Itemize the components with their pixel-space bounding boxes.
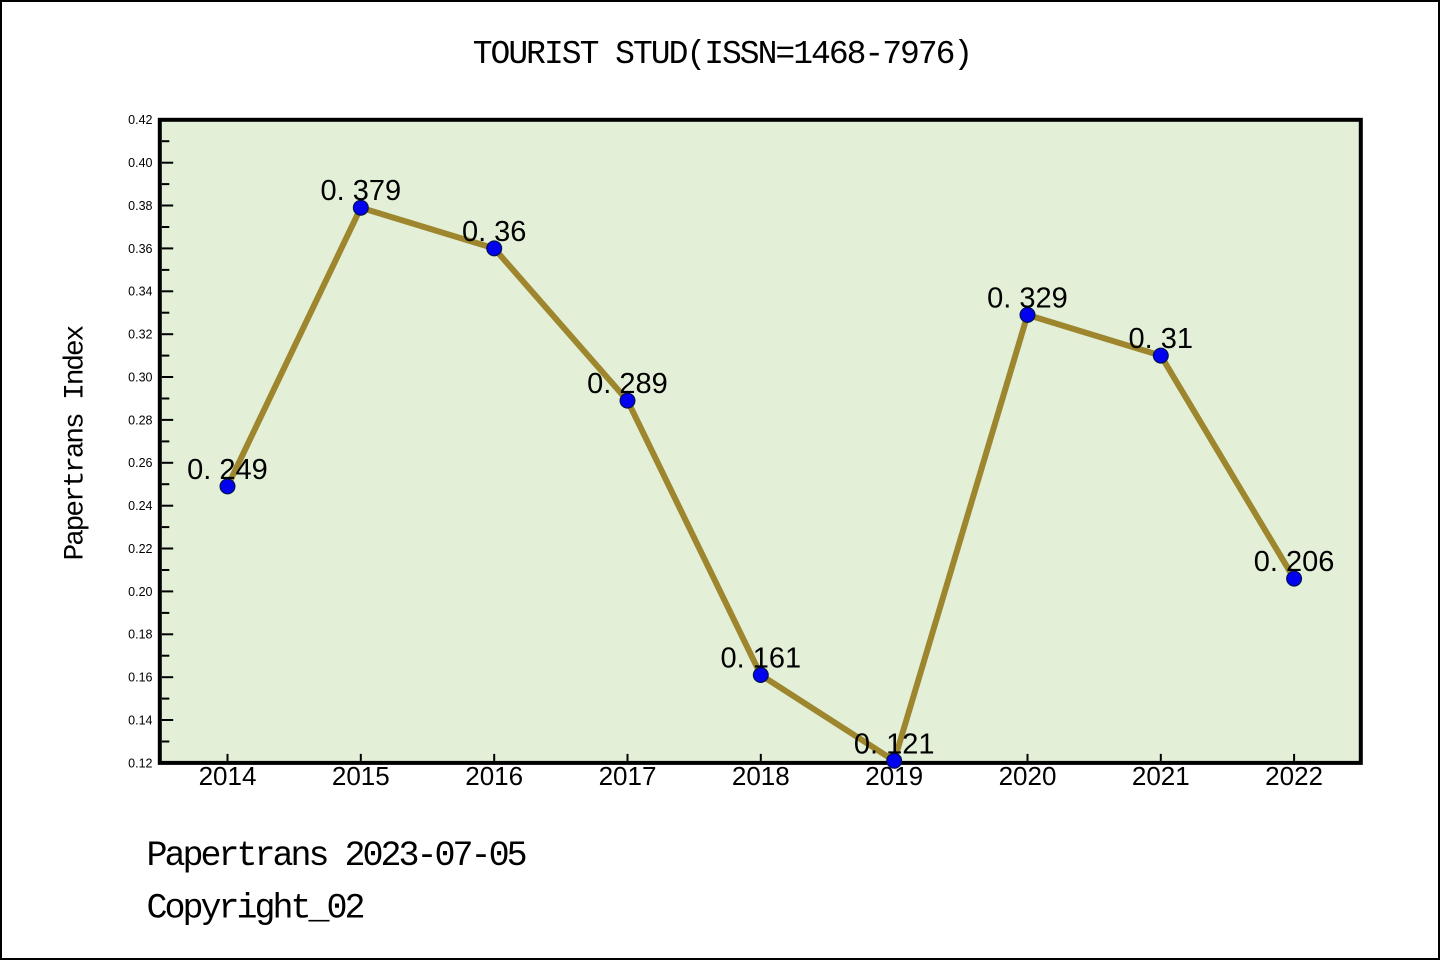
svg-text:0. 161: 0. 161 [720,643,801,675]
svg-text:0. 329: 0. 329 [987,282,1068,314]
svg-text:2016: 2016 [465,761,523,791]
svg-text:0.22: 0.22 [128,542,152,556]
svg-text:0.24: 0.24 [128,499,152,513]
svg-text:0.16: 0.16 [128,671,152,685]
svg-text:0. 289: 0. 289 [587,368,668,400]
svg-text:0.20: 0.20 [128,585,152,599]
svg-text:0.18: 0.18 [128,628,152,642]
svg-text:2015: 2015 [332,761,390,791]
svg-text:TOURIST STUD(ISSN=1468-7976): TOURIST STUD(ISSN=1468-7976) [473,36,972,73]
svg-text:0. 249: 0. 249 [187,454,268,486]
svg-text:0. 31: 0. 31 [1129,323,1194,355]
svg-text:0. 121: 0. 121 [854,728,935,760]
svg-text:2017: 2017 [599,761,657,791]
svg-text:Papertrans Index: Papertrans Index [61,325,92,560]
svg-text:0.42: 0.42 [128,113,152,127]
svg-text:0.38: 0.38 [128,199,152,213]
svg-text:0.34: 0.34 [128,285,152,299]
svg-text:0.14: 0.14 [128,713,152,727]
svg-text:0.36: 0.36 [128,242,152,256]
svg-text:0.40: 0.40 [128,156,152,170]
svg-text:0.26: 0.26 [128,456,152,470]
svg-text:0. 206: 0. 206 [1254,546,1335,578]
svg-text:0.32: 0.32 [128,328,152,342]
svg-text:0.28: 0.28 [128,413,152,427]
svg-text:2021: 2021 [1132,761,1190,791]
svg-text:2014: 2014 [199,761,257,791]
svg-text:2018: 2018 [732,761,790,791]
svg-text:0. 379: 0. 379 [320,175,401,207]
svg-text:Papertrans 2023-07-05: Papertrans 2023-07-05 [147,836,526,876]
svg-text:Copyright_02: Copyright_02 [147,889,364,929]
svg-text:0. 36: 0. 36 [462,216,527,248]
svg-text:2022: 2022 [1265,761,1323,791]
svg-text:2020: 2020 [999,761,1057,791]
svg-text:0.12: 0.12 [128,756,152,770]
svg-text:0.30: 0.30 [128,370,152,384]
